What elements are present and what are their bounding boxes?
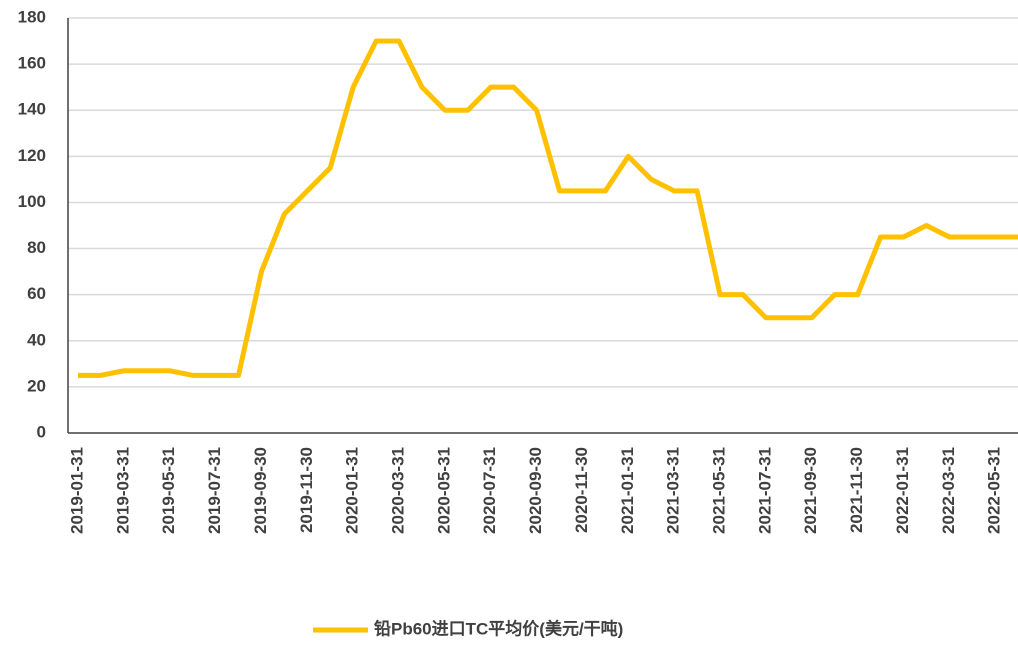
x-tick-label: 2019-09-30 [251,447,270,534]
x-tick-label: 2019-11-30 [297,447,316,533]
y-tick-label: 160 [18,54,46,73]
x-tick-label: 2021-09-30 [801,447,820,534]
x-tick-label: 2019-01-31 [67,447,86,534]
y-tick-label: 0 [37,422,46,441]
x-tick-label: 2022-03-31 [939,447,958,534]
x-tick-label: 2022-05-31 [985,447,1004,534]
x-tick-label: 2021-03-31 [664,447,683,534]
y-tick-label: 100 [18,192,46,211]
x-tick-label: 2020-03-31 [389,447,408,534]
x-tick-label: 2021-07-31 [755,447,774,534]
x-tick-label: 2019-03-31 [113,447,132,534]
x-tick-label: 2022-01-31 [893,447,912,534]
x-tick-label: 2019-05-31 [159,447,178,534]
x-tick-label: 2020-05-31 [434,447,453,534]
data-line [78,38,1018,378]
y-tick-label: 180 [18,7,46,26]
y-tick-label: 140 [18,100,46,119]
y-tick-label: 40 [27,330,46,349]
x-tick-label: 2020-11-30 [572,447,591,533]
x-tick-label: 2020-09-30 [526,447,545,534]
x-tick-label: 2021-01-31 [618,447,637,534]
x-tick-label: 2021-11-30 [847,447,866,533]
y-tick-label: 20 [27,376,46,395]
x-tick-label: 2020-01-31 [343,447,362,534]
y-tick-label: 120 [18,146,46,165]
y-tick-label: 80 [27,238,46,257]
x-tick-label: 2021-05-31 [710,447,729,534]
legend-label: 铅Pb60进口TC平均价(美元/干吨) [374,618,623,638]
y-tick-label: 60 [27,284,46,303]
x-tick-label: 2020-07-31 [480,447,499,534]
x-tick-label: 2019-07-31 [205,447,224,534]
